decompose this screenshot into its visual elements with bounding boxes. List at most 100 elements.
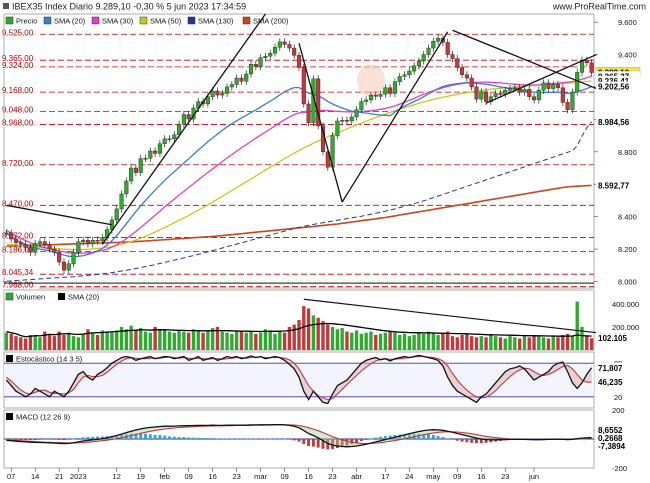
volume-bar	[503, 338, 507, 350]
volume-bar	[422, 333, 426, 350]
volume-bar	[580, 326, 584, 350]
candle-body	[316, 78, 321, 127]
x-axis-label: abr	[351, 472, 362, 481]
level-label-bg	[1, 119, 39, 127]
volume-bar	[441, 333, 445, 350]
x-axis-label: 09	[185, 472, 193, 481]
candle-body	[392, 81, 397, 94]
candle-body	[186, 114, 191, 120]
macd-signal-line	[6, 424, 587, 445]
level-label-bg	[1, 269, 39, 277]
volume-bar	[335, 329, 340, 350]
candle-body	[71, 252, 76, 264]
stochastic-d-line	[6, 355, 592, 401]
candle-body	[181, 114, 186, 125]
legend-swatch	[5, 16, 14, 25]
macd-histogram-bar	[62, 439, 66, 441]
macd-histogram-bar	[278, 438, 282, 440]
macd-histogram-bar	[134, 433, 138, 439]
candle-body	[249, 64, 254, 75]
volume-bar	[163, 329, 167, 350]
volume-bar	[43, 331, 47, 350]
volume-bar	[354, 330, 359, 350]
candle-body	[560, 87, 565, 103]
level-label-bg	[1, 55, 39, 63]
macd-histogram-bar	[24, 439, 28, 441]
volume-bar	[383, 332, 388, 350]
volume-bar	[105, 331, 109, 350]
macd-histogram-bar	[9, 439, 13, 440]
candle-body	[407, 70, 412, 75]
candle-body	[335, 120, 340, 136]
volume-bar	[196, 330, 200, 350]
macd-axis-label: 200	[612, 406, 625, 415]
x-axis-label: 23	[328, 472, 336, 481]
volume-bar	[340, 328, 344, 350]
trend-line-down-1	[6, 204, 113, 226]
macd-histogram-bar	[465, 439, 469, 443]
candle-body	[421, 54, 426, 62]
volume-bar	[412, 335, 416, 350]
legend-swatch	[6, 355, 13, 362]
volume-bar	[470, 336, 474, 350]
volume-bar	[172, 332, 176, 350]
volume-bar	[508, 336, 512, 350]
volume-bar	[91, 332, 95, 350]
level-label-bg	[1, 281, 39, 289]
macd-histogram-bar	[168, 436, 171, 439]
candle-body	[153, 150, 158, 154]
x-axis-label: 16	[477, 472, 485, 481]
macd-histogram-bar	[455, 439, 459, 441]
level-label-bg	[1, 29, 39, 37]
macd-histogram-bar	[72, 438, 75, 440]
volume-bar	[455, 337, 459, 350]
trend-line-up-1	[101, 13, 266, 245]
candle-body	[52, 248, 57, 253]
candle-body	[484, 91, 489, 102]
stochastic-last-value: 71,807	[598, 364, 623, 373]
macd-histogram-bar	[489, 439, 493, 443]
volume-bar	[311, 315, 316, 350]
candle-body	[244, 73, 249, 82]
price-axis-label: 9.400	[618, 51, 637, 60]
price-axis-label: 8.000	[618, 278, 637, 287]
price-axis-label: 8.200	[618, 245, 637, 254]
volume-bar	[465, 333, 469, 350]
volume-bar	[129, 325, 133, 350]
candle-body	[148, 150, 153, 159]
macd-histogram-bar	[86, 436, 90, 439]
volume-last-value: 102.105	[598, 334, 627, 343]
resistance-level-label: 8.968,00	[2, 119, 34, 128]
ma-line-130	[6, 121, 592, 282]
candle-body	[584, 60, 589, 64]
x-axis-label: 2023	[70, 472, 87, 481]
macd-histogram-bar	[240, 438, 243, 440]
candle-body	[124, 180, 129, 195]
macd-histogram-bar	[230, 438, 234, 440]
macd-histogram-bar	[216, 438, 219, 440]
macd-histogram-bar	[206, 438, 210, 439]
legend-label: SMA (130)	[198, 17, 234, 26]
macd-histogram-bar	[292, 439, 296, 441]
volume-bar	[388, 331, 392, 350]
volume-bar	[460, 335, 464, 350]
macd-histogram-bar	[4, 439, 8, 440]
candle-body	[373, 94, 378, 97]
candle-body	[469, 77, 474, 88]
volume-bar	[4, 332, 9, 350]
candle-body	[402, 74, 407, 77]
candle-body	[426, 47, 431, 55]
macd-histogram-bar	[187, 437, 191, 439]
volume-bar	[234, 330, 239, 350]
macd-histogram-bar	[52, 439, 56, 440]
macd-histogram-bar	[163, 435, 167, 439]
resistance-level-label: 8.045,34	[2, 268, 34, 277]
candle-body	[460, 67, 465, 75]
volume-bar	[220, 331, 224, 350]
candle-body	[33, 243, 38, 253]
x-axis-label: feb	[159, 472, 169, 481]
candle-body	[383, 87, 388, 95]
macd-histogram-bar	[359, 439, 363, 442]
x-axis-label: mar	[254, 472, 267, 481]
